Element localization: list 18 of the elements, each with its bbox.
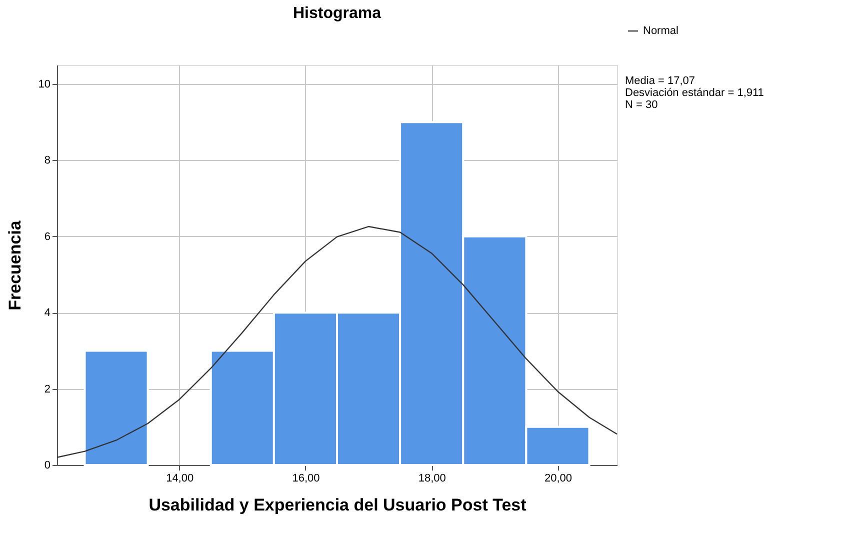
text: N = 30 bbox=[625, 99, 658, 111]
y-tick-label: 2 bbox=[44, 383, 50, 396]
line-series bbox=[56, 226, 618, 458]
x-tick-label: 18,00 bbox=[418, 472, 446, 484]
y-tick-label: 4 bbox=[44, 307, 50, 320]
text: Media = 17,07 bbox=[625, 75, 696, 87]
y-tick-label: 10 bbox=[38, 78, 50, 91]
y-axis-title: Frecuencia bbox=[5, 220, 24, 310]
text: Desviación estándar = 1,911 bbox=[625, 87, 764, 99]
x-tick-label: 20,00 bbox=[544, 472, 572, 484]
x-tick-label: 16,00 bbox=[292, 472, 320, 484]
x-tick-label: 14,00 bbox=[166, 472, 194, 484]
legend-label: Normal bbox=[643, 25, 678, 37]
y-tick-label: 0 bbox=[44, 460, 50, 472]
x-axis-title: Usabilidad y Experiencia del Usuario Post Test bbox=[148, 496, 527, 514]
chart-title: Histograma bbox=[292, 5, 382, 22]
y-tick-label: 8 bbox=[44, 154, 50, 167]
y-tick-label: 6 bbox=[44, 230, 50, 243]
